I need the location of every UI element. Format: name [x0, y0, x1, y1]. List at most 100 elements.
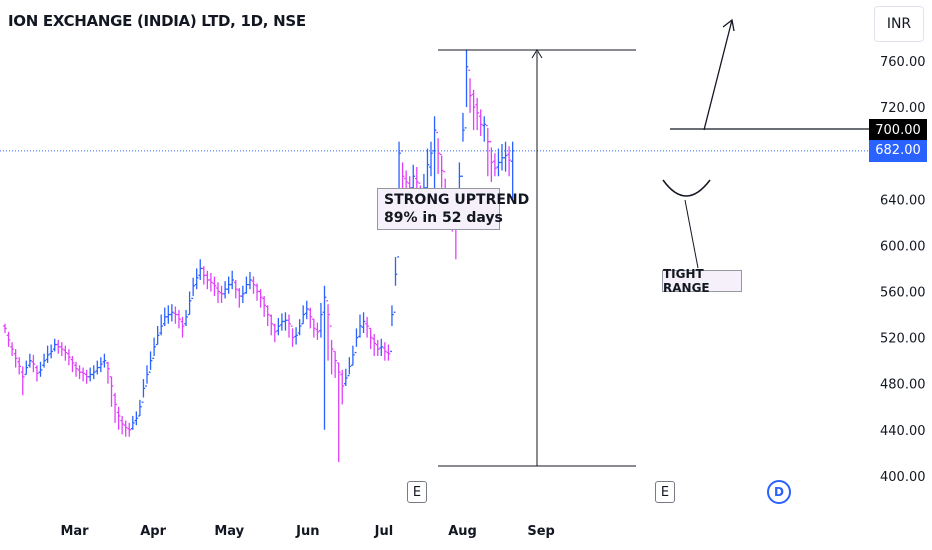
ohlc-bar	[319, 303, 323, 338]
ohlc-bar	[372, 334, 376, 357]
ohlc-bar	[297, 319, 302, 336]
ohlc-bar	[74, 361, 78, 377]
ohlc-bar	[202, 266, 206, 285]
ohlc-bar	[379, 338, 384, 357]
ohlc-bar	[439, 153, 444, 188]
ohlc-bar	[244, 276, 249, 294]
ohlc-bar	[294, 327, 298, 345]
ohlc-bar	[237, 288, 242, 308]
y-tick-label: 440.00	[880, 424, 926, 439]
ohlc-bar	[262, 296, 266, 317]
ohlc-bar	[194, 268, 199, 290]
ohlc-bar	[386, 344, 391, 361]
ohlc-bar	[322, 285, 327, 430]
y-tick-label: 560.00	[880, 286, 926, 301]
ohlc-bar	[251, 276, 256, 294]
ohlc-bar	[216, 282, 220, 304]
ohlc-bar	[152, 337, 156, 359]
ohlc-bar	[223, 281, 227, 299]
ohlc-bar	[336, 362, 341, 463]
ohlc-bar	[226, 276, 231, 294]
ohlc-bar	[503, 141, 508, 172]
uptrend-line-1: STRONG UPTREND	[384, 192, 530, 208]
ohlc-bar	[390, 305, 394, 353]
ohlc-bar	[478, 109, 483, 136]
tight-range-pointer	[684, 199, 699, 269]
ohlc-bar	[475, 97, 479, 131]
ohlc-bar	[116, 406, 121, 430]
ohlc-bar	[347, 357, 352, 377]
dividend-marker[interactable]: D	[767, 480, 791, 504]
ohlc-bar	[393, 256, 398, 313]
earnings-marker-2[interactable]: E	[655, 481, 675, 503]
x-tick-label: Mar	[60, 524, 89, 539]
ohlc-bar	[170, 304, 174, 322]
earnings-marker-1[interactable]: E	[407, 481, 427, 503]
ohlc-bar	[162, 307, 167, 327]
level-price-tag: 700.00	[869, 119, 927, 142]
x-tick-label: May	[214, 524, 244, 539]
ohlc-bar	[63, 345, 68, 361]
ohlc-bar	[20, 366, 25, 396]
ohlc-bar	[67, 349, 71, 366]
ohlc-bar	[383, 342, 387, 361]
ohlc-bar	[138, 399, 142, 417]
currency-button[interactable]: INR	[874, 6, 924, 42]
y-tick-label: 640.00	[880, 193, 926, 208]
ohlc-bar	[145, 365, 149, 387]
ohlc-bar	[42, 353, 46, 368]
x-tick-label: Aug	[448, 524, 477, 539]
ohlc-bar	[308, 307, 313, 329]
ohlc-bar	[368, 327, 373, 350]
ohlc-bar	[493, 153, 497, 177]
y-tick-label: 760.00	[880, 55, 926, 70]
ohlc-bar	[468, 69, 472, 113]
ohlc-bar	[486, 124, 490, 177]
ohlc-bar	[13, 349, 18, 368]
uptrend-line-2: 89% in 52 days	[384, 210, 503, 226]
cup-curve	[662, 179, 711, 197]
ohlc-bar	[489, 141, 494, 183]
uptrend-annotation[interactable]: STRONG UPTREND 89% in 52 days	[377, 188, 530, 230]
ohlc-bar	[464, 49, 469, 129]
ohlc-bar	[60, 342, 64, 357]
x-axis: Mar Apr May Jun Jul Aug Sep	[60, 524, 554, 539]
ohlc-bar	[365, 316, 369, 338]
breakout-arrow-head	[722, 18, 735, 32]
chart-title: ION EXCHANGE (INDIA) LTD, 1D, NSE	[8, 12, 306, 30]
ohlc-bar	[10, 342, 14, 357]
ohlc-bar	[148, 351, 153, 373]
y-tick-label: 520.00	[880, 332, 926, 347]
ohlc-bar	[91, 365, 96, 380]
ohlc-bar	[358, 314, 362, 338]
drawings-layer	[438, 18, 869, 467]
ohlc-bar	[131, 415, 135, 430]
ohlc-bar	[290, 325, 295, 347]
tight-range-annotation[interactable]: TIGHT RANGE	[662, 267, 742, 295]
ohlc-bar	[166, 305, 171, 324]
ohlc-bar	[102, 353, 107, 368]
ohlc-bar	[180, 316, 185, 338]
ohlc-bar	[258, 289, 263, 308]
ohlc-bar	[425, 148, 430, 189]
ohlc-bar	[276, 318, 281, 336]
ohlc-bar	[233, 279, 238, 299]
ohlc-bar	[340, 369, 345, 405]
ohlc-bar	[500, 143, 504, 171]
ohlc-bar	[496, 148, 501, 177]
ohlc-bar	[99, 357, 103, 373]
ohlc-bar	[283, 312, 288, 331]
ohlc-bar	[329, 325, 334, 375]
ohlc-bar	[184, 309, 188, 327]
ohlc-bar	[344, 368, 348, 387]
ohlc-bar	[24, 360, 29, 376]
ohlc-bar	[361, 312, 366, 333]
ohlc-bar	[35, 365, 39, 382]
y-tick-label: 480.00	[880, 378, 926, 393]
ohlc-bar	[354, 328, 359, 354]
ohlc-bar	[88, 367, 92, 382]
ohlc-bar	[56, 339, 61, 354]
breakout-arrow	[703, 19, 733, 131]
ohlc-bar	[84, 369, 89, 384]
